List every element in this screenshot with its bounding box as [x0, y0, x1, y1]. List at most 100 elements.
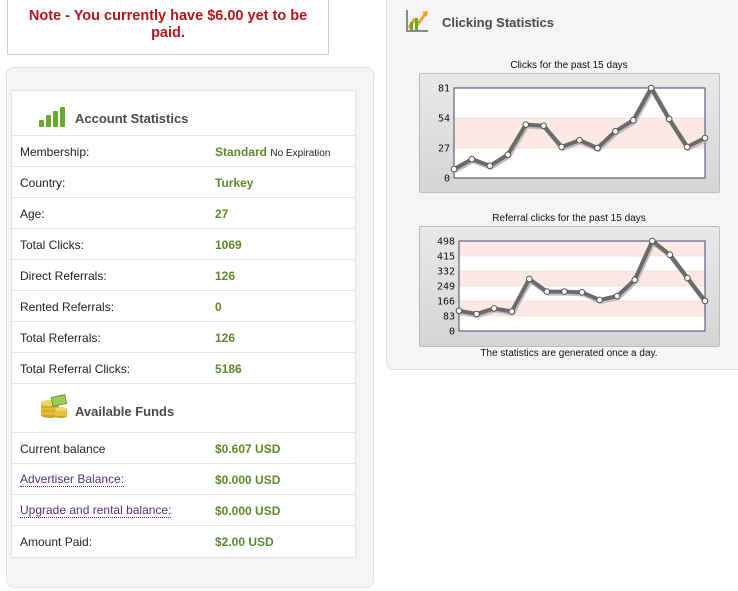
data-point — [522, 121, 530, 128]
data-point — [473, 310, 480, 318]
age-label: Age: — [20, 207, 45, 221]
data-point — [594, 144, 601, 152]
y-tick-label: 166 — [437, 297, 455, 308]
upgrade-rental-balance-value: $0.000 USD — [215, 504, 281, 518]
y-tick-label: 81 — [438, 84, 450, 95]
account-statistics-header: Account Statistics — [12, 91, 355, 136]
data-point — [701, 297, 709, 305]
total-referrals-label: Total Referrals: — [20, 331, 101, 345]
total-referral-clicks-value: 5186 — [215, 362, 242, 376]
advertiser-balance-link[interactable]: Advertiser Balance: — [20, 472, 125, 487]
data-point — [629, 116, 637, 124]
data-point — [613, 292, 621, 300]
direct-referrals-value: 126 — [215, 269, 236, 283]
age-value: 27 — [215, 207, 229, 221]
row-country: Country: Turkey — [12, 167, 355, 198]
y-tick-label: 27 — [438, 144, 450, 155]
trend-chart-icon — [406, 10, 428, 32]
data-point — [578, 289, 586, 296]
row-membership: Membership: Standard No Expiration — [12, 136, 355, 167]
total-referral-clicks-label: Total Referral Clicks: — [20, 362, 131, 376]
row-direct-referrals: Direct Referrals: 126 — [12, 260, 355, 291]
row-total-clicks: Total Clicks: 1069 — [12, 229, 355, 260]
amount-paid-label: Amount Paid: — [20, 535, 93, 549]
total-clicks-value: 1069 — [215, 238, 242, 252]
referral-clicks-chart: 0 83 166 249 332 415 498 — [437, 237, 709, 338]
y-tick-label: 415 — [437, 252, 455, 263]
data-point — [540, 122, 547, 130]
upgrade-rental-balance-link[interactable]: Upgrade and rental balance: — [20, 503, 172, 518]
current-balance-label: Current balance — [20, 442, 106, 456]
data-point — [576, 136, 583, 144]
row-current-balance: Current balance $0.607 USD — [12, 433, 355, 464]
data-point — [647, 84, 655, 92]
country-value: Turkey — [215, 176, 254, 190]
y-tick-label: 83 — [443, 312, 455, 323]
y-tick-label: 498 — [437, 237, 455, 248]
data-point — [666, 251, 674, 259]
y-tick-label: 332 — [437, 267, 455, 278]
data-point — [450, 165, 458, 173]
grid-band — [459, 301, 705, 316]
referral-clicks-chart-title: Referral clicks for the past 15 days — [492, 213, 646, 224]
clicks-chart: 0 27 54 81 — [438, 84, 709, 185]
data-point — [455, 307, 463, 315]
row-amount-paid: Amount Paid: $2.00 USD — [12, 526, 355, 556]
account-statistics-title: Account Statistics — [75, 111, 189, 126]
current-balance-value: $0.607 USD — [215, 442, 281, 456]
account-table: Account Statistics Membership: Standard … — [11, 90, 356, 558]
advertiser-balance-value: $0.000 USD — [215, 473, 281, 487]
data-point — [665, 115, 673, 123]
y-tick-label: 249 — [437, 282, 455, 293]
membership-label: Membership: — [20, 145, 90, 159]
available-funds-title: Available Funds — [75, 404, 175, 419]
amount-paid-value: $2.00 USD — [215, 535, 274, 549]
data-point — [468, 155, 476, 163]
row-upgrade-rental-balance: Upgrade and rental balance: $0.000 USD — [12, 495, 355, 526]
rented-referrals-label: Rented Referrals: — [20, 300, 115, 314]
clicks-chart-title: Clicks for the past 15 days — [510, 60, 628, 71]
available-funds-header: Available Funds — [12, 384, 355, 433]
data-point — [525, 275, 533, 283]
clicking-statistics-title: Clicking Statistics — [442, 15, 554, 30]
y-tick-label: 0 — [449, 327, 455, 338]
data-point — [558, 143, 565, 151]
data-point — [508, 308, 516, 315]
row-total-referrals: Total Referrals: 126 — [12, 322, 355, 353]
plot-border — [458, 240, 706, 332]
rented-referrals-value: 0 — [215, 300, 222, 314]
row-total-referral-clicks: Total Referral Clicks: 5186 — [12, 353, 355, 384]
y-tick-label: 0 — [444, 174, 450, 185]
data-point — [543, 288, 551, 295]
data-point — [648, 237, 656, 245]
row-age: Age: 27 — [12, 198, 355, 229]
plot-border — [453, 87, 706, 179]
data-point — [561, 288, 568, 295]
bar-chart-icon — [39, 107, 65, 127]
account-panel: Account Statistics Membership: Standard … — [6, 67, 374, 588]
grid-band — [459, 241, 705, 256]
membership-value: Standard No Expiration — [215, 145, 331, 159]
y-tick-label: 54 — [438, 114, 450, 125]
data-point — [684, 274, 691, 282]
data-point — [683, 143, 691, 151]
data-point — [486, 162, 494, 170]
grid-band — [459, 271, 705, 286]
direct-referrals-label: Direct Referrals: — [20, 269, 107, 283]
membership-expiration: No Expiration — [270, 148, 331, 159]
row-advertiser-balance: Advertiser Balance: $0.000 USD — [12, 464, 355, 495]
data-point — [612, 128, 619, 135]
data-point — [490, 305, 498, 312]
total-clicks-label: Total Clicks: — [20, 238, 85, 252]
coins-icon — [41, 394, 68, 418]
data-point — [701, 134, 709, 142]
statistics-footer-note: The statistics are generated once a day. — [480, 348, 658, 359]
data-point — [631, 276, 639, 284]
country-label: Country: — [20, 176, 66, 190]
payment-note-box: Note - You currently have $6.00 yet to b… — [7, 0, 329, 55]
data-point — [596, 296, 603, 304]
total-referrals-value: 126 — [215, 331, 236, 345]
payment-note-text: Note - You currently have $6.00 yet to b… — [28, 8, 308, 41]
row-rented-referrals: Rented Referrals: 0 — [12, 291, 355, 322]
data-point — [504, 151, 512, 158]
